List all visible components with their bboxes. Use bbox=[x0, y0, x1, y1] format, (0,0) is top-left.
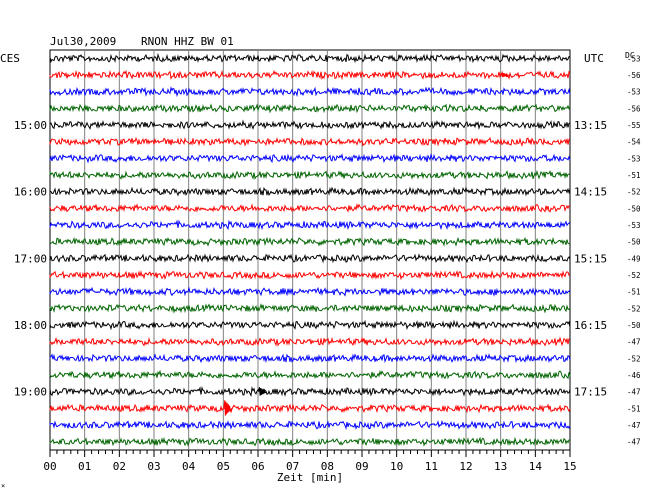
utc-time-label-1: 14:15 bbox=[574, 186, 607, 199]
trace-row-6 bbox=[49, 152, 571, 164]
local-time-label-0: 15:00 bbox=[14, 119, 47, 132]
event-2 bbox=[500, 70, 510, 78]
trace-row-13 bbox=[49, 270, 571, 281]
x-tick-label-06: 06 bbox=[251, 460, 264, 473]
time-grid bbox=[84, 50, 536, 450]
trace-row-12 bbox=[49, 253, 571, 264]
dc-offset-row-8: -52 bbox=[627, 188, 641, 197]
trace-row-7 bbox=[49, 169, 570, 180]
trace-row-16 bbox=[49, 319, 571, 331]
trace-row-5 bbox=[49, 136, 571, 147]
event-1 bbox=[257, 387, 267, 396]
dc-offset-row-6: -53 bbox=[627, 154, 641, 163]
x-tick-label-12: 12 bbox=[459, 460, 472, 473]
x-tick-label-07: 07 bbox=[286, 460, 299, 473]
station-label: RNON HHZ BW 01 bbox=[141, 35, 234, 48]
trace-row-4 bbox=[49, 119, 571, 130]
x-tick-label-02: 02 bbox=[113, 460, 126, 473]
dc-offset-row-15: -52 bbox=[627, 304, 641, 313]
dc-offset-row-17: -47 bbox=[627, 338, 641, 347]
x-tick-label-09: 09 bbox=[355, 460, 368, 473]
x-tick-label-10: 10 bbox=[390, 460, 403, 473]
x-tick-label-00: 00 bbox=[43, 460, 56, 473]
x-tick-label-11: 11 bbox=[425, 460, 438, 473]
left-timezone-label: CES bbox=[0, 52, 20, 65]
dc-offset-row-2: -53 bbox=[627, 88, 641, 97]
x-tick-label-04: 04 bbox=[182, 460, 196, 473]
dc-offset-labels: -53 -56 -53 -56 -55 -54 -53 -51 -52 -50 -53 -50 -49 -… bbox=[627, 54, 641, 446]
dc-offset-row-14: -51 bbox=[627, 288, 641, 297]
dc-label: DC bbox=[625, 51, 635, 60]
dc-offset-row-20: -47 bbox=[627, 388, 641, 397]
utc-time-label-4: 17:15 bbox=[574, 386, 607, 399]
dc-offset-row-21: -51 bbox=[627, 404, 641, 413]
dc-offset-row-3: -56 bbox=[627, 104, 641, 113]
x-tick-label-14: 14 bbox=[529, 460, 543, 473]
dc-offset-row-10: -53 bbox=[627, 221, 641, 230]
dc-offset-row-11: -50 bbox=[627, 238, 641, 247]
seismic-events bbox=[223, 70, 510, 416]
local-time-label-4: 19:00 bbox=[14, 386, 47, 399]
trace-row-23 bbox=[49, 436, 570, 447]
trace-row-20 bbox=[49, 386, 571, 398]
dc-offset-row-9: -50 bbox=[627, 204, 641, 213]
trace-row-10 bbox=[49, 219, 571, 231]
dc-offset-row-5: -54 bbox=[627, 138, 641, 147]
dc-offset-row-22: -47 bbox=[627, 421, 641, 430]
trace-row-0 bbox=[49, 52, 571, 64]
plot-frame bbox=[49, 49, 571, 451]
utc-time-label-3: 16:15 bbox=[574, 319, 607, 332]
local-time-label-2: 17:00 bbox=[14, 252, 47, 265]
trace-row-22 bbox=[49, 419, 571, 431]
trace-row-14 bbox=[49, 286, 571, 297]
event-0 bbox=[223, 400, 233, 416]
x-tick-label-01: 01 bbox=[78, 460, 91, 473]
x-tick-label-13: 13 bbox=[494, 460, 507, 473]
dc-offset-row-18: -52 bbox=[627, 354, 641, 363]
dc-offset-row-16: -50 bbox=[627, 321, 641, 330]
trace-row-9 bbox=[49, 203, 571, 213]
trace-row-19 bbox=[49, 369, 571, 380]
dc-offset-row-1: -56 bbox=[627, 71, 641, 80]
trace-row-21 bbox=[49, 403, 571, 414]
x-tick-label-05: 05 bbox=[217, 460, 230, 473]
local-time-labels: 15:00 16:00 17:00 18:00 19:00 bbox=[14, 119, 47, 399]
utc-time-labels: 13:15 14:15 15:15 16:15 17:15 bbox=[574, 119, 607, 399]
trace-row-18 bbox=[49, 353, 571, 364]
dc-offset-row-19: -46 bbox=[627, 371, 641, 380]
trace-row-2 bbox=[49, 86, 571, 98]
x-axis-label: Zeit [min] bbox=[277, 471, 343, 484]
dc-offset-row-0: -53 bbox=[627, 54, 641, 63]
utc-time-label-0: 13:15 bbox=[574, 119, 607, 132]
dc-offset-row-12: -49 bbox=[627, 254, 641, 263]
dc-offset-row-7: -51 bbox=[627, 171, 641, 180]
trace-row-11 bbox=[49, 236, 571, 247]
trace-row-15 bbox=[49, 303, 571, 314]
x-tick-label-15: 15 bbox=[563, 460, 576, 473]
seismic-traces bbox=[49, 52, 571, 447]
dc-offset-row-4: -55 bbox=[627, 121, 641, 130]
dc-offset-row-23: -47 bbox=[627, 438, 641, 447]
trace-row-17 bbox=[49, 336, 571, 347]
x-axis-ticks: 00 01 02 03 04 05 06 07 08 09 10 11 12 13 14 15 bbox=[43, 450, 577, 473]
trace-row-3 bbox=[49, 103, 571, 114]
corner-mark: × bbox=[1, 482, 5, 490]
trace-row-8 bbox=[49, 186, 571, 197]
utc-time-label-2: 15:15 bbox=[574, 252, 607, 265]
date-label: Jul30,2009 bbox=[50, 35, 116, 48]
trace-row-1 bbox=[49, 69, 571, 81]
local-time-label-1: 16:00 bbox=[14, 186, 47, 199]
dc-offset-row-13: -52 bbox=[627, 271, 641, 280]
x-tick-label-08: 08 bbox=[321, 460, 334, 473]
right-timezone-label: UTC bbox=[584, 52, 604, 65]
local-time-label-3: 18:00 bbox=[14, 319, 47, 332]
x-tick-label-03: 03 bbox=[147, 460, 160, 473]
